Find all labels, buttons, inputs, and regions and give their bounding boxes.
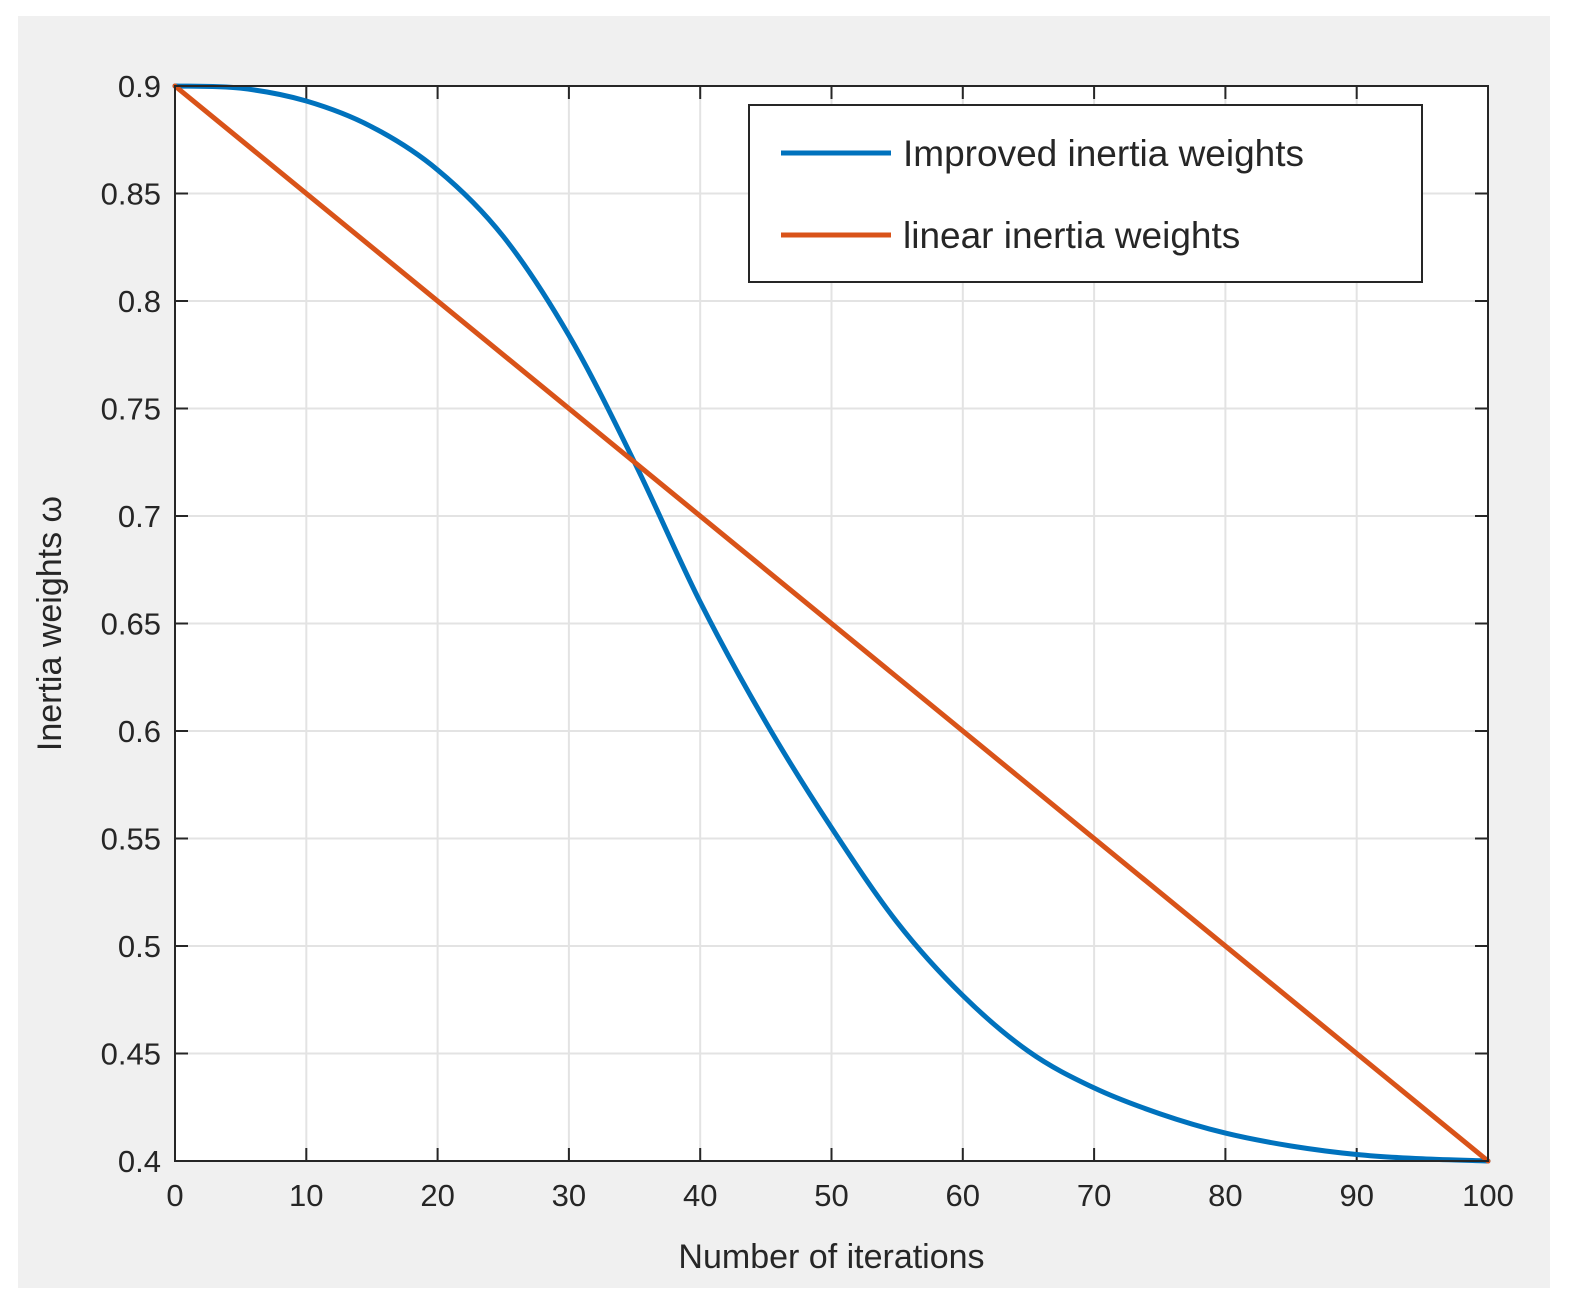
x-tick-label: 0 <box>166 1178 183 1213</box>
line-chart: 0 10 20 30 40 50 60 70 80 90 100 0.4 0.45 0.5 0.55 0.6… <box>31 69 1514 1276</box>
x-tick-label: 100 <box>1462 1178 1514 1213</box>
y-tick-label: 0.9 <box>118 69 161 104</box>
plot-frame <box>174 85 1489 1162</box>
x-tick-label: 70 <box>1077 1178 1111 1213</box>
figure-background: 0 10 20 30 40 50 60 70 80 90 100 0.4 0.45 0.5 0.55 0.6… <box>18 16 1550 1288</box>
x-tick-label: 40 <box>683 1178 717 1213</box>
x-tick-label: 60 <box>946 1178 980 1213</box>
x-tick-label: 90 <box>1339 1178 1373 1213</box>
x-tick-label: 20 <box>420 1178 454 1213</box>
y-tick-labels: 0.4 0.45 0.5 0.55 0.6 0.65 0.7 0.75 0.8 0.85 0.9 <box>101 69 161 1179</box>
x-tick-label: 50 <box>814 1178 848 1213</box>
legend-label-improved: Improved inertia weights <box>903 133 1304 174</box>
y-tick-label: 0.7 <box>118 499 161 534</box>
x-tick-label: 10 <box>289 1178 323 1213</box>
x-tick-label: 80 <box>1208 1178 1242 1213</box>
series-line-improved <box>172 83 1491 1164</box>
y-tick-label: 0.75 <box>101 392 161 427</box>
y-tick-label: 0.6 <box>118 714 161 749</box>
y-tick-label: 0.5 <box>118 929 161 964</box>
series-line-linear <box>172 83 1491 1164</box>
x-axis-title: Number of iterations <box>678 1238 984 1276</box>
y-axis-title: Inertia weights ω <box>31 496 69 751</box>
x-tick-labels: 0 10 20 30 40 50 60 70 80 90 100 <box>166 1178 1513 1213</box>
legend-label-linear: linear inertia weights <box>903 215 1240 256</box>
y-tick-label: 0.4 <box>118 1144 161 1179</box>
x-tick-label: 30 <box>552 1178 586 1213</box>
y-tick-label: 0.85 <box>101 177 161 212</box>
series-lines <box>172 83 1491 1164</box>
legend-box <box>748 104 1423 283</box>
y-tick-label: 0.55 <box>101 822 161 857</box>
y-tick-label: 0.8 <box>118 284 161 319</box>
y-tick-label: 0.45 <box>101 1037 161 1072</box>
legend: Improved inertia weights linear inertia … <box>748 104 1423 283</box>
y-tick-label: 0.65 <box>101 607 161 642</box>
